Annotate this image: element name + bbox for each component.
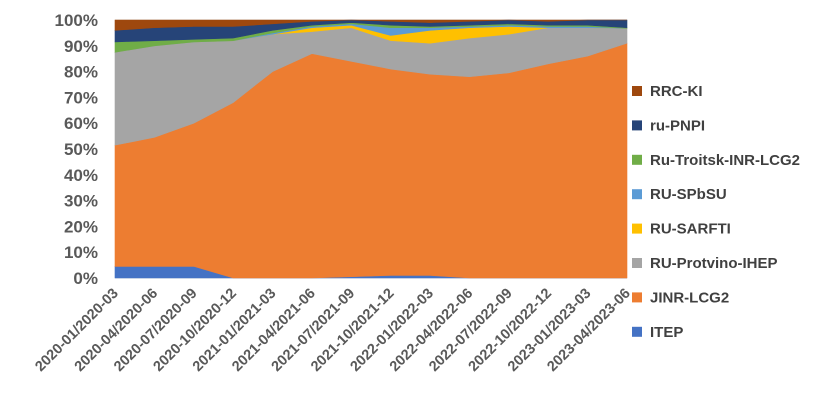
- legend-swatch: [632, 189, 642, 200]
- legend-swatch: [632, 154, 642, 165]
- y-tick-label: 60%: [64, 114, 98, 133]
- y-tick-label: 20%: [64, 217, 98, 236]
- y-tick-label: 50%: [64, 140, 98, 159]
- legend-swatch: [632, 326, 642, 337]
- legend-swatch: [632, 86, 642, 96]
- legend-item-ru-protvino-ihep: RU-Protvino-IHEP: [632, 255, 778, 272]
- legend-label: ru-PNPI: [650, 117, 705, 134]
- legend-item-itep: ITEP: [632, 324, 683, 341]
- legend-item-rrc-ki: RRC-KI: [632, 83, 703, 100]
- legend-item-ru-troitsk-inr-lcg2: Ru-Troitsk-INR-LCG2: [632, 152, 800, 169]
- legend-item-ru-sarfti: RU-SARFTI: [632, 221, 731, 238]
- legend-item-ru-spbsu: RU-SPbSU: [632, 186, 727, 203]
- y-tick-label: 100%: [55, 11, 98, 30]
- legend-label: Ru-Troitsk-INR-LCG2: [650, 152, 800, 169]
- y-tick-label: 70%: [64, 88, 98, 107]
- legend-swatch: [632, 258, 642, 268]
- legend-label: RRC-KI: [650, 83, 703, 100]
- legend-swatch: [632, 223, 642, 234]
- legend-label: RU-SARFTI: [650, 221, 731, 238]
- legend-label: RU-Protvino-IHEP: [650, 255, 778, 272]
- y-axis: 0% 10% 20% 30% 40% 50% 60% 70% 80% 90% 100%: [55, 11, 98, 288]
- area-rrc-ki: [114, 19, 627, 31]
- y-tick-label: 40%: [64, 166, 98, 185]
- legend-label: JINR-LCG2: [650, 289, 729, 306]
- legend-label: ITEP: [650, 324, 683, 341]
- y-tick-label: 30%: [64, 192, 98, 211]
- y-tick-label: 90%: [64, 37, 98, 56]
- legend-item-jinr-lcg2: JINR-LCG2: [632, 289, 729, 306]
- legend-item-ru-pnpi: ru-PNPI: [632, 117, 705, 134]
- y-tick-label: 80%: [64, 63, 98, 82]
- x-axis: 2020-01/2020-032020-04/2020-062020-07/20…: [32, 286, 633, 375]
- legend-swatch: [632, 120, 642, 131]
- y-tick-label: 0%: [73, 269, 98, 288]
- legend-label: RU-SPbSU: [650, 186, 727, 203]
- plot-areas: [114, 19, 628, 279]
- legend: RRC-KI ru-PNPI Ru-Troitsk-INR-LCG2 RU-SPbSU…: [632, 83, 800, 341]
- y-tick-label: 10%: [64, 243, 98, 262]
- legend-swatch: [632, 292, 642, 303]
